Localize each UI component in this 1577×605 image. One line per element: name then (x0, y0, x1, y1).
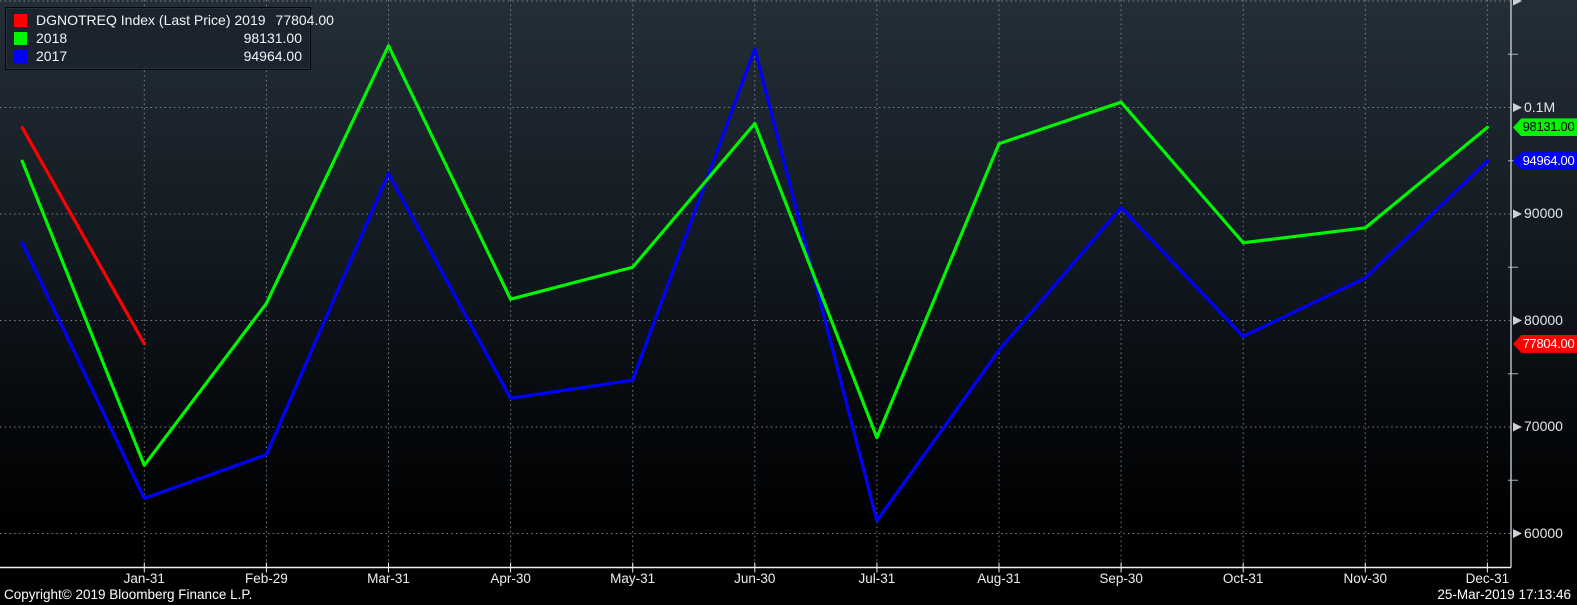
copyright-text: Copyright© 2019 Bloomberg Finance L.P. (4, 587, 253, 602)
x-axis-tick-label: May-31 (610, 571, 656, 586)
axis-arrow-icon (1513, 316, 1522, 325)
x-axis-tick-label: Jul-31 (858, 571, 896, 586)
y-axis-tick-label: 60000 (1524, 524, 1563, 541)
x-axis-tick-label: Mar-31 (367, 571, 410, 586)
legend-series-value: 77804.00 (275, 12, 334, 28)
legend-row-0[interactable]: DGNOTREQ Index (Last Price) 2019 77804.00 (14, 11, 334, 29)
legend-row-1[interactable]: 2018 98131.00 (14, 29, 302, 47)
legend-series-value: 94964.00 (243, 48, 302, 64)
axis-arrow-icon (1513, 0, 1522, 6)
last-price-tag: 94964.00 (1513, 152, 1577, 171)
x-axis-tick-label: Jun-30 (734, 571, 776, 586)
y-axis-tick-label: 70000 (1524, 418, 1563, 434)
legend-color-swatch (14, 31, 27, 45)
x-axis-tick-label: Apr-30 (490, 571, 531, 586)
x-axis-tick-label: Dec-31 (1465, 571, 1510, 586)
x-axis-tick-label: Feb-29 (245, 571, 288, 586)
legend-color-swatch (14, 49, 27, 63)
legend-series-value: 98131.00 (243, 30, 302, 46)
y-axis-tick-label: 80000 (1524, 311, 1563, 328)
axis-arrow-icon (1513, 103, 1522, 112)
x-axis-tick-label: Sep-30 (1099, 571, 1143, 586)
chart-footer: Copyright© 2019 Bloomberg Finance L.P. 2… (0, 586, 1577, 605)
y-axis-tick-label: 0.1M (1524, 98, 1556, 115)
legend-series-label: 2017 (36, 48, 68, 64)
x-axis-tick-label: Jan-31 (123, 571, 165, 586)
legend-series-label: DGNOTREQ Index (Last Price) 2019 (36, 12, 266, 28)
series-line-2017[interactable] (20, 47, 1490, 523)
timestamp-text: 25-Mar-2019 17:13:46 (1437, 587, 1571, 602)
chart-plot-background (0, 0, 1577, 568)
last-price-tag: 98131.00 (1513, 118, 1577, 137)
x-axis-tick-label: Nov-30 (1343, 571, 1388, 586)
last-price-tag: 77804.00 (1513, 334, 1577, 353)
legend-color-swatch (14, 13, 27, 27)
axis-arrow-icon (1513, 209, 1522, 219)
y-axis-tick-label: 90000 (1524, 205, 1563, 221)
axis-arrow-icon (1513, 529, 1522, 538)
series-line-2018[interactable] (20, 44, 1490, 467)
axis-arrow-icon (1513, 422, 1522, 432)
x-axis-tick-label: Oct-31 (1222, 571, 1264, 586)
x-axis-tick-label: Aug-31 (977, 571, 1021, 586)
chart-legend: DGNOTREQ Index (Last Price) 2019 77804.00… (5, 7, 334, 70)
legend-row-2[interactable]: 2017 94964.00 (14, 47, 302, 65)
legend-series-label: 2018 (36, 30, 68, 46)
series-line-dgnotreq-index-last-price-2019[interactable] (20, 125, 146, 346)
